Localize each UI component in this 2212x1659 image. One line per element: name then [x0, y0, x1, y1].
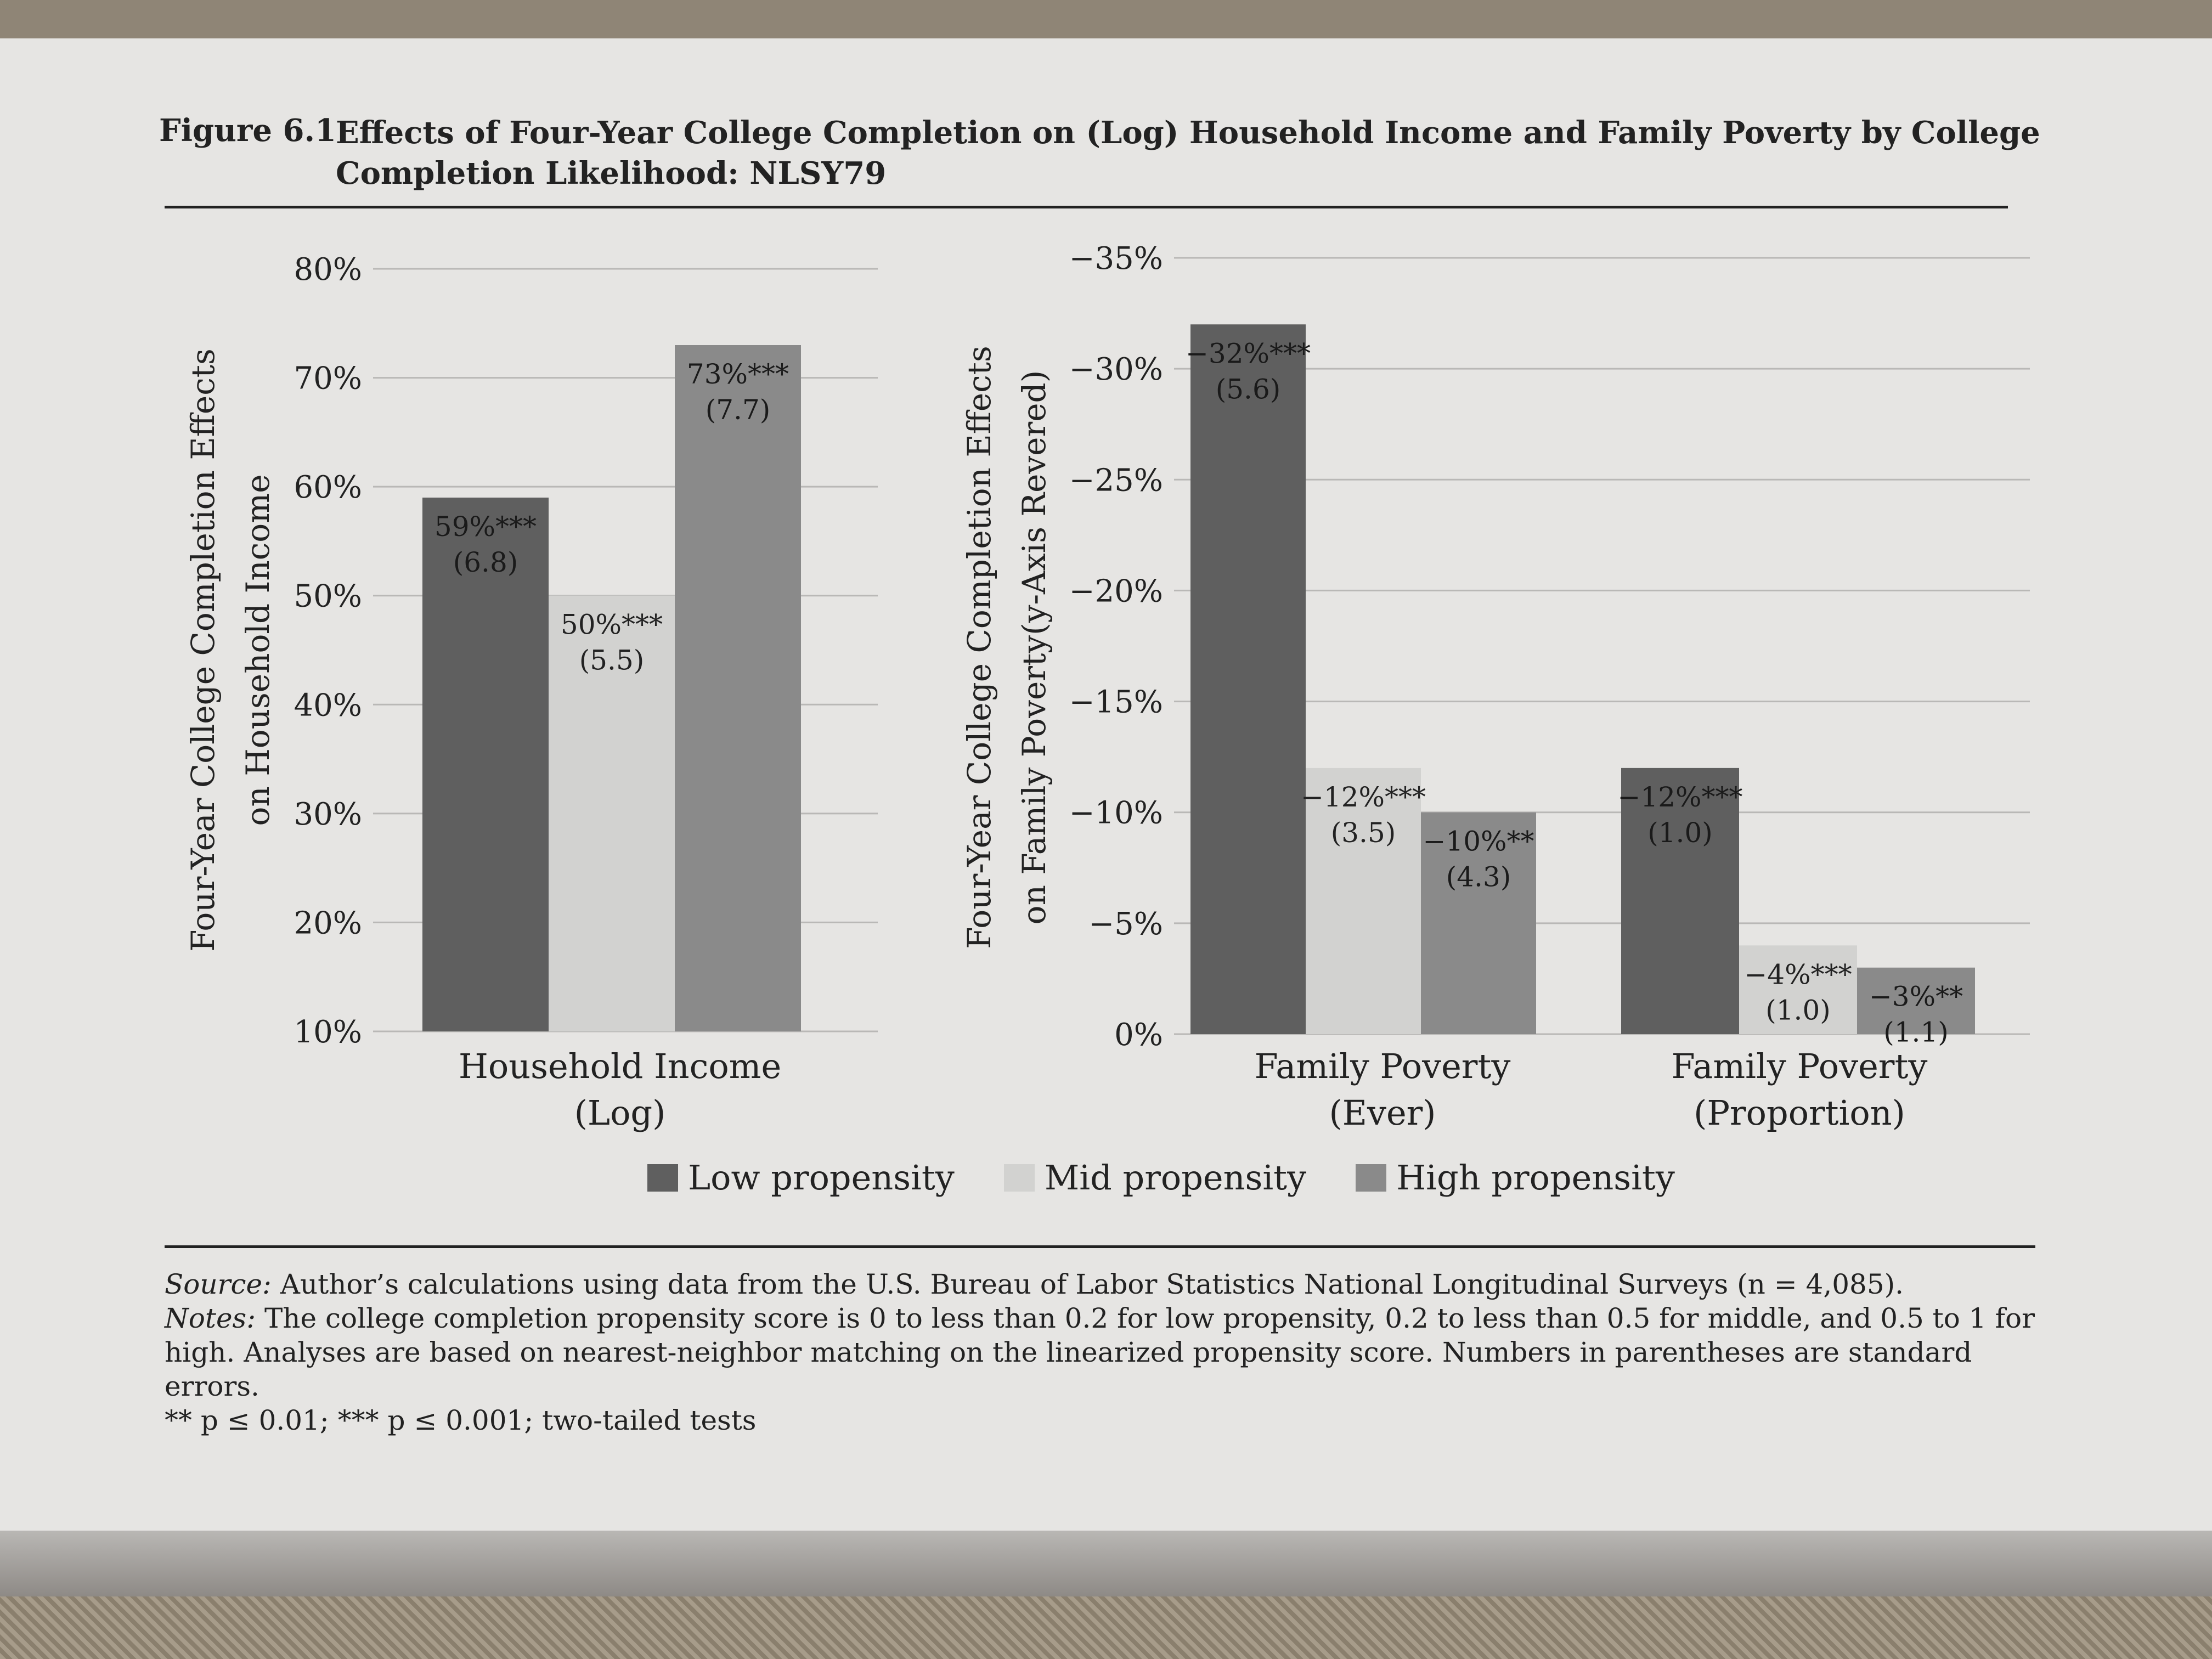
bar-se-label: (7.7)	[706, 394, 771, 426]
x-category-label: Family Poverty	[1255, 1046, 1511, 1086]
bar-se-label: (1.0)	[1647, 817, 1713, 849]
bar-se-label: (4.3)	[1446, 861, 1511, 893]
legend-swatch-mid	[1003, 1164, 1035, 1192]
bar-se-label: (3.5)	[1331, 817, 1396, 849]
legend-swatch-high	[1356, 1164, 1387, 1192]
notes-text: The college completion propensity score …	[165, 1302, 2035, 1402]
tablecloth	[0, 1596, 2212, 1659]
bar-se-label: (1.0)	[1765, 994, 1831, 1026]
bar-mid	[1306, 768, 1421, 1034]
figure-title: Effects of Four-Year College Completion …	[336, 115, 2040, 191]
y-tick-label: 70%	[294, 361, 362, 397]
x-category-label: (Proportion)	[1694, 1093, 1905, 1133]
source-text: Author’s calculations using data from th…	[280, 1268, 1904, 1300]
bar-value-label: −4%***	[1744, 958, 1852, 990]
bar-se-label: (5.6)	[1216, 373, 1281, 405]
bar-mid	[1739, 945, 1857, 1034]
y-tick-label: 40%	[294, 687, 362, 723]
bar-mid	[549, 595, 675, 1031]
bar-value-label: 50%***	[561, 609, 663, 641]
legend-item-high: High propensity	[1356, 1158, 1675, 1198]
bar-se-label: (5.5)	[579, 645, 645, 676]
bar-low	[1621, 768, 1739, 1034]
bar-value-label: −12%***	[1301, 781, 1426, 813]
legend: Low propensity Mid propensity High prope…	[647, 1158, 1675, 1198]
bar-value-label: −12%***	[1617, 781, 1742, 813]
bar-value-label: −10%**	[1423, 826, 1534, 857]
x-category-label: Family Poverty	[1672, 1046, 1928, 1086]
x-category-label: Household Income	[459, 1046, 781, 1086]
legend-item-low: Low propensity	[647, 1158, 955, 1198]
bar-value-label: 59%***	[435, 511, 537, 543]
y-tick-label: −20%	[1069, 573, 1163, 609]
top-rule	[165, 206, 2008, 208]
bottom-rule	[165, 1245, 2035, 1248]
y-axis-label: Four-Year College Completion Effects	[184, 348, 222, 952]
notes-line: Notes: The college completion propensity…	[165, 1301, 2057, 1403]
y-tick-label: 10%	[294, 1014, 362, 1050]
bar-high	[675, 345, 801, 1031]
page-edge	[0, 1531, 2212, 1596]
legend-swatch-low	[647, 1164, 678, 1192]
y-tick-label: 0%	[1114, 1017, 1163, 1053]
legend-label-mid: Mid propensity	[1044, 1158, 1307, 1198]
y-tick-label: −10%	[1069, 795, 1163, 831]
legend-item-mid: Mid propensity	[1003, 1158, 1307, 1198]
bar-low	[422, 498, 549, 1031]
y-tick-label: 30%	[294, 797, 362, 832]
y-tick-label: −25%	[1069, 462, 1163, 498]
y-axis-label: on Household Income	[239, 474, 276, 826]
bar-low	[1190, 324, 1306, 1035]
source-line: Source: Author’s calculations using data…	[165, 1267, 2057, 1301]
legend-label-high: High propensity	[1396, 1158, 1675, 1198]
y-tick-label: −35%	[1069, 241, 1163, 276]
bar-se-label: (6.8)	[453, 546, 518, 578]
y-tick-label: −15%	[1069, 685, 1163, 720]
y-tick-label: −30%	[1069, 352, 1163, 387]
source-label: Source:	[165, 1268, 272, 1300]
bar-value-label: −3%**	[1869, 981, 1963, 1013]
bar-high	[1421, 812, 1536, 1034]
book-page	[0, 38, 2212, 1531]
bar-value-label: −32%***	[1186, 337, 1311, 369]
y-tick-label: 20%	[294, 905, 362, 941]
bar-high	[1857, 967, 1975, 1034]
notes-label: Notes:	[165, 1302, 256, 1334]
y-axis-label: Four-Year College Completion Effects	[961, 346, 998, 949]
y-tick-label: −5%	[1088, 906, 1163, 942]
figure-label: Figure 6.1	[159, 112, 336, 149]
y-tick-label: 80%	[294, 252, 362, 287]
bar-value-label: 73%***	[687, 358, 789, 390]
y-axis-label: on Family Poverty(y-Axis Revered)	[1015, 370, 1053, 925]
bar-se-label: (1.1)	[1883, 1017, 1949, 1048]
y-tick-label: 60%	[294, 470, 362, 505]
significance-line: ** p ≤ 0.01; *** p ≤ 0.001; two-tailed t…	[165, 1404, 757, 1436]
x-category-label: (Ever)	[1329, 1093, 1436, 1133]
legend-label-low: Low propensity	[688, 1158, 955, 1198]
x-category-label: (Log)	[574, 1093, 666, 1133]
y-tick-label: 50%	[294, 579, 362, 614]
figure-notes: Source: Author’s calculations using data…	[165, 1267, 2057, 1437]
